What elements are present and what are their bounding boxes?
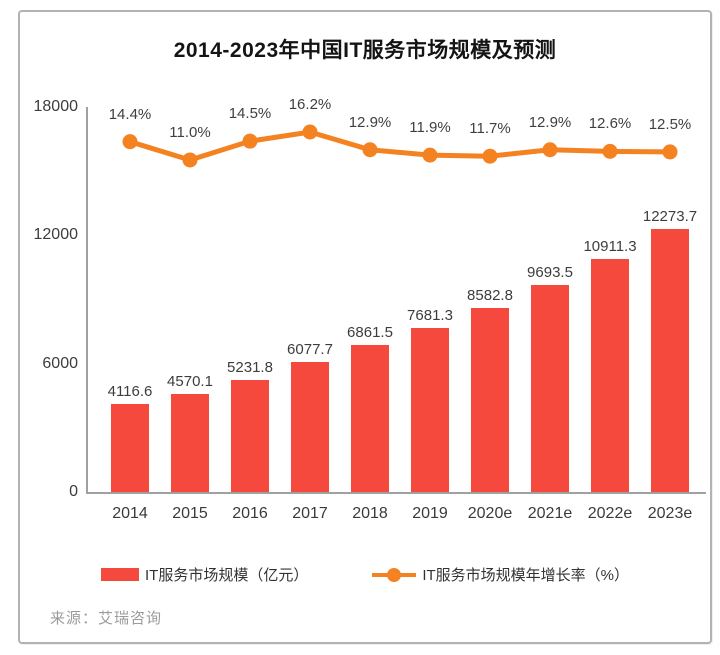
chart-card: 2014-2023年中国IT服务市场规模及预测 0 6000 12000 18000 …: [18, 10, 712, 644]
bar: [291, 362, 329, 492]
bar-value-label: 10911.3: [583, 237, 637, 255]
legend-item-growth-rate: IT服务市场规模年增长率（%）: [372, 564, 629, 585]
growth-value-label: 14.5%: [228, 105, 272, 123]
y-tick-label: 18000: [33, 98, 79, 115]
growth-value-label: 14.4%: [108, 105, 152, 123]
bar-value-label: 7681.3: [407, 306, 453, 324]
growth-value-label: 12.6%: [588, 115, 632, 133]
x-axis-line: [86, 492, 706, 494]
growth-value-label: 11.0%: [169, 123, 211, 141]
x-tick-label: 2015: [172, 505, 208, 522]
line-dot: [302, 124, 318, 140]
legend-item-market-size: IT服务市场规模（亿元）: [100, 564, 309, 585]
growth-value-label: 12.9%: [528, 113, 572, 131]
bar: [351, 345, 389, 492]
x-tick-label: 2023e: [647, 505, 693, 522]
growth-value-label: 16.2%: [288, 96, 332, 113]
bar-value-label: 5231.8: [227, 359, 273, 377]
bar-swatch-icon: [100, 568, 139, 581]
line-dot: [662, 144, 678, 160]
legend-label: IT服务市场规模（亿元）: [144, 567, 309, 584]
bar-value-label: 6861.5: [347, 324, 393, 342]
x-tick-label: 2016: [232, 505, 268, 522]
growth-value-label: 11.7%: [469, 120, 511, 138]
x-tick-label: 2014: [112, 505, 148, 522]
line-dot: [362, 142, 378, 158]
line-dot: [122, 134, 138, 150]
bar: [171, 394, 209, 492]
bar-value-label: 9693.5: [527, 263, 573, 281]
source-text: 来源：艾瑞咨询: [50, 610, 163, 627]
x-tick-label: 2017: [292, 505, 328, 522]
x-tick-label: 2022e: [587, 505, 633, 522]
growth-value-label: 11.9%: [409, 119, 451, 137]
bar: [231, 380, 269, 492]
bar-value-label: 8582.8: [467, 287, 513, 305]
bar-value-label: 6077.7: [287, 341, 333, 358]
legend: IT服务市场规模（亿元） IT服务市场规模年增长率（%）: [20, 564, 710, 585]
bar-value-label: 4570.1: [167, 373, 213, 391]
plot-area: 0 6000 12000 18000 4116.6 4570.1 5231.8 6077.7…: [20, 12, 710, 642]
x-tick-label: 2018: [352, 505, 388, 522]
y-axis-line: [86, 107, 88, 492]
line-swatch-icon: [372, 567, 417, 582]
chart-title: 2014-2023年中国IT服务市场规模及预测: [173, 39, 557, 62]
bar-value-label: 4116.6: [107, 382, 153, 400]
bar: [111, 403, 149, 492]
y-tick-label: 0: [69, 483, 78, 500]
bar: [531, 284, 569, 492]
growth-value-label: 12.5%: [648, 115, 692, 133]
growth-value-label: 12.9%: [348, 113, 392, 131]
y-tick-label: 12000: [33, 226, 79, 244]
bar: [591, 258, 629, 492]
x-tick-label: 2020e: [467, 505, 513, 522]
bar: [651, 229, 689, 492]
line-dot: [242, 133, 258, 149]
bar-value-label: 12273.7: [642, 208, 698, 226]
line-dot: [482, 148, 498, 164]
line-dot: [602, 143, 618, 159]
bar: [471, 308, 509, 492]
legend-label: IT服务市场规模年增长率（%）: [422, 567, 629, 584]
bar: [411, 327, 449, 492]
growth-line: [129, 129, 671, 163]
x-tick-label: 2021e: [527, 505, 573, 522]
line-dot: [182, 152, 198, 168]
x-tick-label: 2019: [412, 505, 448, 522]
line-dot: [542, 142, 558, 158]
line-dot: [422, 147, 438, 163]
growth-line-layer: [122, 124, 678, 168]
y-tick-label: 6000: [42, 354, 78, 372]
